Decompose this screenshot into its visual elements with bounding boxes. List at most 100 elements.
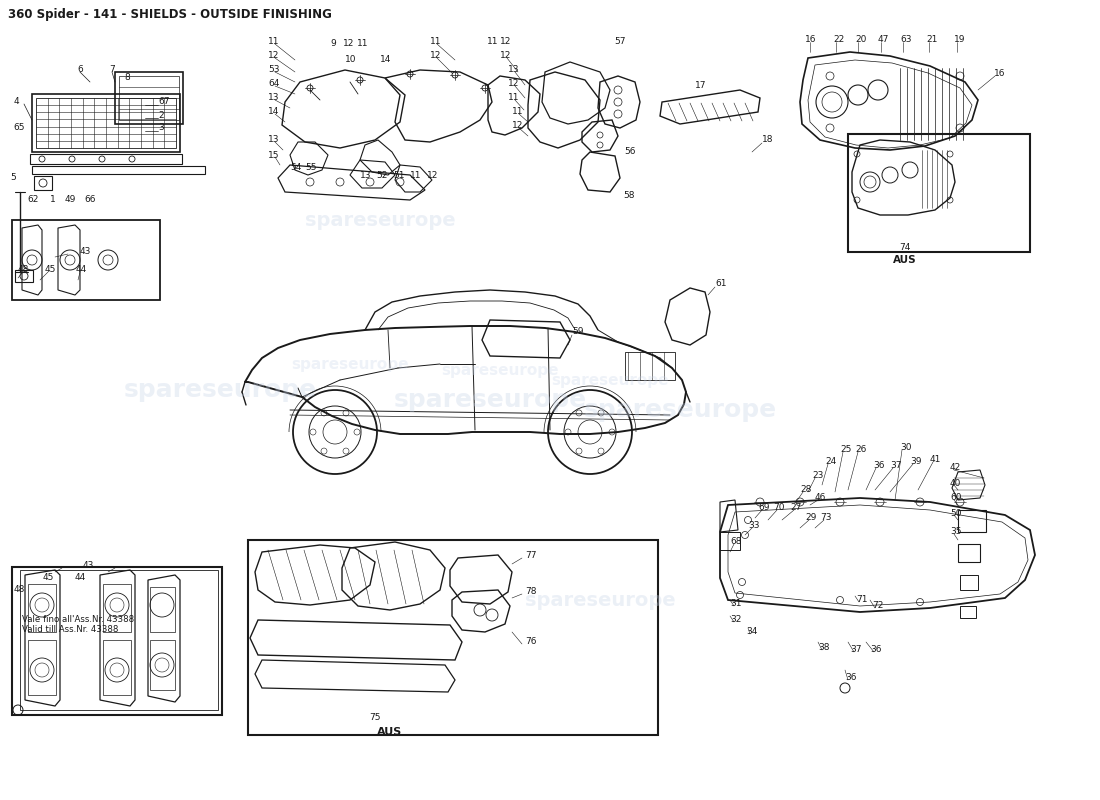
Text: 58: 58 bbox=[623, 190, 635, 199]
Text: 21: 21 bbox=[926, 35, 937, 45]
Text: 22: 22 bbox=[833, 35, 845, 45]
Text: 14: 14 bbox=[268, 107, 279, 117]
Text: 11: 11 bbox=[512, 107, 524, 117]
Text: 67: 67 bbox=[158, 98, 169, 106]
Text: 65: 65 bbox=[13, 122, 24, 131]
Text: 39: 39 bbox=[910, 458, 922, 466]
Text: spareseurope: spareseurope bbox=[292, 358, 409, 373]
Text: 47: 47 bbox=[878, 35, 890, 45]
Text: 37: 37 bbox=[890, 462, 902, 470]
Text: 11: 11 bbox=[430, 38, 441, 46]
Text: 12: 12 bbox=[512, 122, 524, 130]
Text: 71: 71 bbox=[856, 595, 868, 605]
Text: 4: 4 bbox=[14, 98, 20, 106]
Text: 31: 31 bbox=[730, 599, 741, 609]
Bar bbox=[34, 176, 52, 190]
Text: 12: 12 bbox=[508, 79, 519, 89]
Text: 64: 64 bbox=[268, 79, 279, 89]
Text: 13: 13 bbox=[360, 170, 372, 179]
Text: 70: 70 bbox=[773, 503, 784, 513]
Text: 54: 54 bbox=[290, 163, 301, 173]
Text: 12: 12 bbox=[343, 39, 354, 49]
Bar bbox=[32, 94, 180, 152]
Text: spareseurope: spareseurope bbox=[441, 362, 559, 378]
Text: 76: 76 bbox=[525, 638, 537, 646]
Text: 2: 2 bbox=[158, 110, 164, 119]
Bar bbox=[720, 532, 740, 550]
Bar bbox=[12, 567, 222, 715]
Text: 11: 11 bbox=[508, 94, 519, 102]
Text: 30: 30 bbox=[900, 443, 912, 453]
Bar bbox=[28, 584, 56, 632]
Text: 25: 25 bbox=[840, 446, 851, 454]
Text: 11: 11 bbox=[410, 170, 421, 179]
Text: 45: 45 bbox=[42, 574, 54, 582]
Bar bbox=[20, 570, 218, 710]
Text: 12: 12 bbox=[500, 51, 512, 61]
Text: 19: 19 bbox=[954, 35, 966, 45]
Text: 29: 29 bbox=[805, 514, 816, 522]
Text: 56: 56 bbox=[624, 147, 636, 157]
Text: 72: 72 bbox=[872, 602, 883, 610]
Text: 9: 9 bbox=[330, 39, 336, 49]
Text: 13: 13 bbox=[508, 66, 519, 74]
Text: 16: 16 bbox=[994, 70, 1005, 78]
Text: 77: 77 bbox=[525, 551, 537, 561]
Text: 45: 45 bbox=[45, 266, 56, 274]
Bar bbox=[116, 72, 183, 124]
Text: 42: 42 bbox=[950, 463, 961, 473]
Text: 18: 18 bbox=[762, 135, 773, 145]
Bar bbox=[103, 640, 131, 695]
Text: 57: 57 bbox=[614, 37, 626, 46]
Text: spareseurope: spareseurope bbox=[305, 210, 455, 230]
Text: 43: 43 bbox=[79, 247, 90, 257]
Text: 36: 36 bbox=[870, 646, 881, 654]
Bar bbox=[958, 510, 986, 532]
Bar bbox=[15, 270, 33, 282]
Text: 26: 26 bbox=[855, 446, 867, 454]
Text: 12: 12 bbox=[430, 51, 441, 61]
Text: 69: 69 bbox=[758, 503, 770, 513]
Bar bbox=[103, 584, 131, 632]
Bar bbox=[30, 154, 182, 164]
Bar bbox=[958, 544, 980, 562]
Text: 44: 44 bbox=[75, 574, 86, 582]
Text: 36: 36 bbox=[845, 674, 857, 682]
Bar bbox=[36, 98, 176, 148]
Text: 74: 74 bbox=[900, 243, 911, 253]
Text: 23: 23 bbox=[812, 471, 824, 481]
Text: 40: 40 bbox=[950, 478, 961, 487]
Text: 6: 6 bbox=[77, 66, 82, 74]
Bar bbox=[960, 575, 978, 590]
Bar bbox=[625, 352, 675, 380]
Bar bbox=[150, 587, 175, 632]
Text: 10: 10 bbox=[345, 55, 356, 65]
Text: 68: 68 bbox=[730, 538, 741, 546]
Text: spareseurope: spareseurope bbox=[583, 398, 777, 422]
Bar bbox=[150, 640, 175, 690]
Text: AUS: AUS bbox=[893, 255, 916, 265]
Bar bbox=[119, 76, 179, 120]
Text: 24: 24 bbox=[825, 458, 836, 466]
Text: spareseurope: spareseurope bbox=[551, 373, 669, 387]
Text: 13: 13 bbox=[268, 135, 279, 145]
Text: 36: 36 bbox=[873, 462, 884, 470]
Text: 37: 37 bbox=[850, 646, 861, 654]
Text: 46: 46 bbox=[815, 494, 826, 502]
Text: 11: 11 bbox=[268, 38, 279, 46]
Bar bbox=[32, 166, 205, 174]
Bar bbox=[960, 606, 976, 618]
Text: 50: 50 bbox=[950, 509, 961, 518]
Bar bbox=[848, 134, 1030, 252]
Text: 49: 49 bbox=[64, 195, 76, 205]
Text: 75: 75 bbox=[370, 714, 381, 722]
Text: 11: 11 bbox=[487, 38, 498, 46]
Text: 33: 33 bbox=[748, 522, 759, 530]
Text: 48: 48 bbox=[14, 586, 25, 594]
Text: 52: 52 bbox=[376, 170, 387, 179]
Text: 32: 32 bbox=[730, 615, 741, 625]
Text: 15: 15 bbox=[268, 150, 279, 159]
Text: 73: 73 bbox=[820, 514, 832, 522]
Text: 35: 35 bbox=[950, 527, 961, 537]
Text: 20: 20 bbox=[855, 35, 867, 45]
